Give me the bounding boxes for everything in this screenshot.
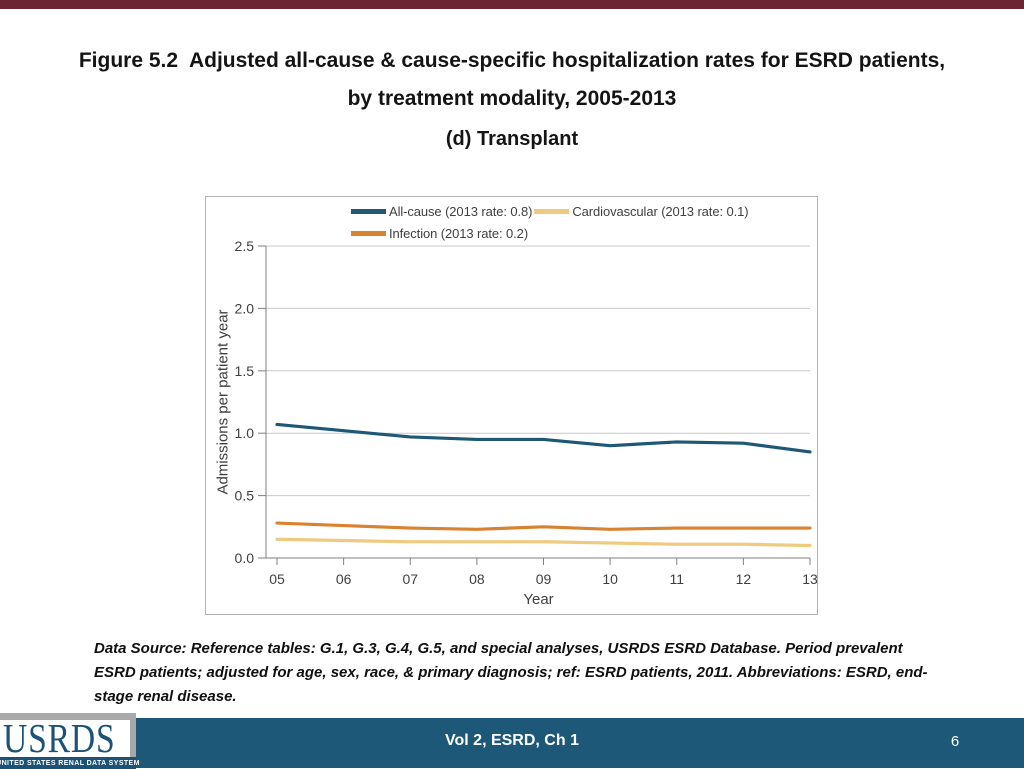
logo-tagline: UNITED STATES RENAL DATA SYSTEM [0,757,139,769]
svg-text:08: 08 [469,571,485,587]
legend-swatch-infection [351,231,386,236]
chart-legend: All-cause (2013 rate: 0.8) Cardiovascula… [351,203,750,247]
usrds-logo: USRDS UNITED STATES RENAL DATA SYSTEM [0,713,139,769]
logo-wordmark: USRDS [3,720,116,757]
svg-text:13: 13 [802,571,817,587]
footer-bar [0,718,1024,768]
plot-svg: 0.0 0.5 1.0 1.5 2.0 2.5 05 06 07 08 09 10 11 12 13 [235,238,817,587]
legend-row-1: All-cause (2013 rate: 0.8) Cardiovascula… [351,203,750,220]
y-axis-title: Admissions per patient year [214,309,232,495]
legend-item-infection: Infection (2013 rate: 0.2) [351,226,528,241]
title-block: Figure 5.2 Adjusted all-cause & cause-sp… [0,42,1024,154]
title-line-1: Figure 5.2 Adjusted all-cause & cause-sp… [78,49,946,72]
data-source-note: Data Source: Reference tables: G.1, G.3,… [94,640,928,705]
legend-swatch-all-cause [351,209,386,214]
legend-label-all-cause: All-cause (2013 rate: 0.8) [389,204,533,219]
svg-text:09: 09 [536,571,552,587]
legend-label-cardiovascular: Cardiovascular (2013 rate: 0.1) [572,204,749,219]
svg-text:0.0: 0.0 [235,550,255,566]
footer-title: Vol 2, ESRD, Ch 1 [445,732,579,749]
svg-text:1.5: 1.5 [235,363,255,379]
legend-row-2: Infection (2013 rate: 0.2) [351,225,750,242]
svg-text:12: 12 [736,571,752,587]
svg-text:06: 06 [336,571,352,587]
chart-panel: 0.0 0.5 1.0 1.5 2.0 2.5 05 06 07 08 09 10 11 12 13 All… [205,196,818,615]
legend-item-cardiovascular: Cardiovascular (2013 rate: 0.1) [534,204,749,219]
svg-text:07: 07 [402,571,418,587]
svg-text:05: 05 [269,571,285,587]
title-subtitle: (d) Transplant [445,128,579,150]
legend-item-all-cause: All-cause (2013 rate: 0.8) [351,204,532,219]
legend-label-infection: Infection (2013 rate: 0.2) [389,226,529,241]
svg-text:10: 10 [602,571,618,587]
svg-text:0.5: 0.5 [235,488,255,504]
top-accent-bar [0,0,1024,9]
legend-swatch-cardiovascular [534,209,570,214]
svg-text:11: 11 [669,571,684,587]
svg-text:2.0: 2.0 [235,300,255,316]
x-axis-title: Year [523,591,554,608]
logo-wordmark-box: USRDS [0,720,130,757]
svg-text:2.5: 2.5 [235,238,255,254]
page-number: 6 [950,732,960,750]
svg-text:1.0: 1.0 [235,425,255,441]
title-line-2: by treatment modality, 2005-2013 [347,87,677,110]
